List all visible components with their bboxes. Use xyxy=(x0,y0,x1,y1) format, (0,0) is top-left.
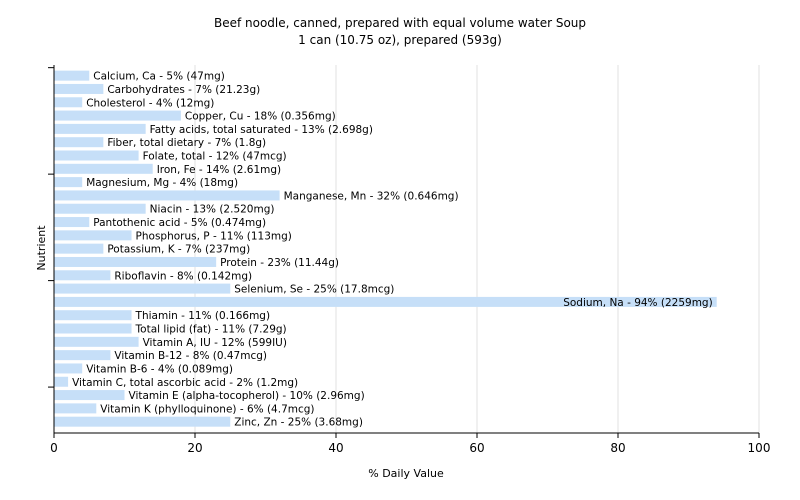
bar-label: Thiamin - 11% (0.166mg) xyxy=(135,310,271,322)
bar xyxy=(54,97,83,108)
bar xyxy=(54,203,146,214)
bar-label: Pantothenic acid - 5% (0.474mg) xyxy=(93,217,266,229)
bar xyxy=(54,190,280,201)
chart-subtitle: 1 can (10.75 oz), prepared (593g) xyxy=(298,33,502,47)
bar xyxy=(54,137,104,148)
grid-lines xyxy=(194,65,760,433)
bar xyxy=(54,416,231,427)
chart-title: Beef noodle, canned, prepared with equal… xyxy=(213,16,587,30)
bar-label: Vitamin C, total ascorbic acid - 2% (1.2… xyxy=(72,377,298,389)
x-axis-title: % Daily Value xyxy=(368,467,444,480)
bar xyxy=(54,243,104,254)
bar xyxy=(54,83,104,94)
bar xyxy=(54,270,111,281)
bar-label: Folate, total - 12% (47mcg) xyxy=(143,151,287,163)
bar xyxy=(54,390,125,401)
bar-labels: Calcium, Ca - 5% (47mg)Carbohydrates - 7… xyxy=(72,71,713,429)
bar xyxy=(54,110,181,121)
bar xyxy=(54,150,139,161)
x-tick-label: 20 xyxy=(187,441,202,455)
bar-label: Vitamin K (phylloquinone) - 6% (4.7mcg) xyxy=(100,403,314,415)
bar-label: Cholesterol - 4% (12mg) xyxy=(86,97,214,109)
bar-label: Riboflavin - 8% (0.142mg) xyxy=(114,270,252,282)
x-tick-label: 60 xyxy=(469,441,484,455)
bar-label: Potassium, K - 7% (237mg) xyxy=(107,244,250,256)
bar xyxy=(54,350,111,361)
x-tick-label: 0 xyxy=(50,441,58,455)
bar xyxy=(54,230,132,241)
y-axis-title: Nutrient xyxy=(35,225,48,271)
bar xyxy=(54,177,83,188)
bar xyxy=(54,363,83,374)
bar-label: Magnesium, Mg - 4% (18mg) xyxy=(86,177,238,189)
bar-label: Vitamin B-6 - 4% (0.089mg) xyxy=(86,363,233,375)
bar-label: Protein - 23% (11.44g) xyxy=(220,257,339,269)
x-tick-label: 80 xyxy=(610,441,625,455)
bar-label: Niacin - 13% (2.520mg) xyxy=(150,204,275,216)
bar-label: Vitamin B-12 - 8% (0.47mcg) xyxy=(114,350,267,362)
bar-label: Vitamin A, IU - 12% (599IU) xyxy=(143,337,287,349)
bar-label: Phosphorus, P - 11% (113mg) xyxy=(136,230,292,242)
bar-label: Calcium, Ca - 5% (47mg) xyxy=(93,71,225,83)
bar xyxy=(54,123,146,134)
bar-label: Manganese, Mn - 32% (0.646mg) xyxy=(284,190,459,202)
bar-label: Zinc, Zn - 25% (3.68mg) xyxy=(234,417,363,429)
bar xyxy=(54,403,97,414)
x-tick-label: 40 xyxy=(328,441,343,455)
axes: 0 20 40 60 80 100 xyxy=(48,65,770,455)
bar xyxy=(54,283,231,294)
x-tick-label: 100 xyxy=(748,441,771,455)
bar xyxy=(54,336,139,347)
bar xyxy=(54,323,132,334)
bar xyxy=(54,296,717,307)
bar-label: Copper, Cu - 18% (0.356mg) xyxy=(185,111,336,123)
bar-label: Sodium, Na - 94% (2259mg) xyxy=(563,297,712,309)
bar xyxy=(54,163,153,174)
bar-label: Selenium, Se - 25% (17.8mcg) xyxy=(234,284,394,296)
bar-label: Carbohydrates - 7% (21.23g) xyxy=(107,84,260,96)
bar-label: Total lipid (fat) - 11% (7.29g) xyxy=(135,324,287,336)
bar xyxy=(54,310,132,321)
bars xyxy=(54,70,717,427)
bar-label: Fiber, total dietary - 7% (1.8g) xyxy=(107,137,266,149)
bar xyxy=(54,256,217,267)
bar xyxy=(54,217,90,228)
bar xyxy=(54,70,90,81)
bar-label: Fatty acids, total saturated - 13% (2.69… xyxy=(150,124,373,136)
bar xyxy=(54,376,69,387)
bar-label: Iron, Fe - 14% (2.61mg) xyxy=(157,164,281,176)
bar-label: Vitamin E (alpha-tocopherol) - 10% (2.96… xyxy=(129,390,365,402)
